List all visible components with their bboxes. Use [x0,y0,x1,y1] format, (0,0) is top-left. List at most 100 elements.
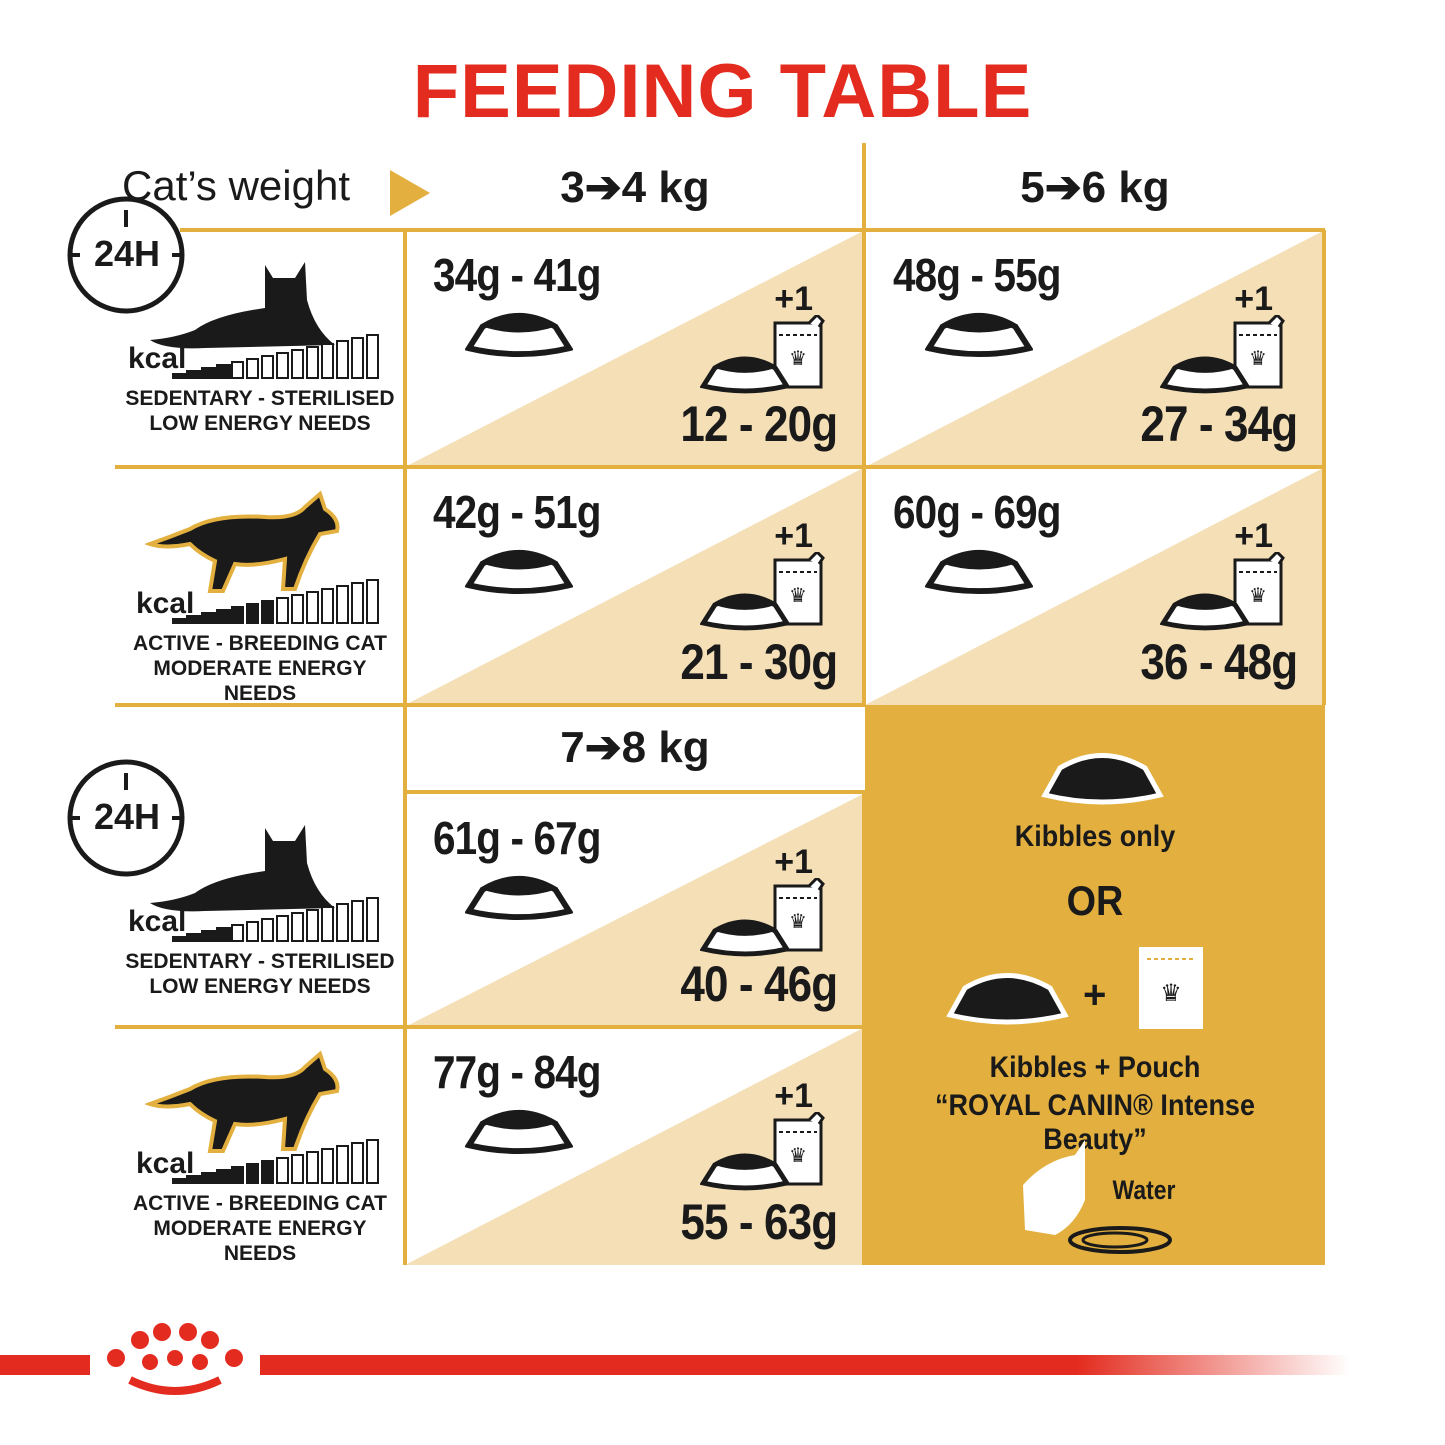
profile-line2: MODERATE ENERGY NEEDS [153,1217,367,1265]
bowl-icon [924,312,1034,357]
svg-text:♛: ♛ [789,585,807,607]
walking-cat-icon [145,1050,340,1153]
clock-24h-label: 24H [93,796,161,837]
bowl-icon [699,1153,791,1191]
divider [115,465,1325,469]
water-cat-icon [1023,1140,1172,1254]
divider [405,790,865,794]
divider [862,793,866,1265]
arrow-right-icon [390,170,430,216]
kibbles-only-amount: 42g - 51g [433,486,601,538]
kibbles-with-pouch-amount: 21 - 30g [680,634,838,690]
cats-weight-label: Cat’s weight [122,162,351,209]
plus-one-pouch: +1 [1234,517,1273,555]
pouch-icon: ♛ [1139,947,1203,1029]
mixed-feeding-triangle [405,793,865,1027]
kibbles-with-pouch-amount: 40 - 46g [680,956,838,1012]
svg-text:♛: ♛ [1249,348,1267,370]
royal-canin-crown-logo [107,1323,243,1395]
kibbles-only-amount: 34g - 41g [433,249,601,301]
bowl-icon [699,593,791,631]
legend-panel: Kibbles only OR + ♛ Kibbles + Pouch “ROY… [865,705,1325,1265]
mixed-feeding-triangle [405,1027,865,1265]
divider [862,230,866,705]
lying-cat-icon [150,262,335,349]
footer-line-right [260,1355,1350,1375]
bowl-icon [699,356,791,394]
svg-text:♛: ♛ [789,1145,807,1167]
svg-text:♛: ♛ [1160,980,1182,1007]
kcal-label: kcal [136,587,195,620]
bowl-icon [699,919,791,957]
pouch-icon: ♛ [773,875,825,952]
walking-cat-icon [145,490,340,593]
mixed-feeding-triangle [865,230,1325,467]
profile-line2: LOW ENERGY NEEDS [149,975,371,998]
weight-header-3-4: 3➔4 kg [560,163,710,212]
mixed-feeding-triangle [405,467,865,705]
svg-text:♛: ♛ [789,911,807,933]
mixed-feeding-triangle [865,467,1325,705]
kibbles-only-amount: 60g - 69g [893,486,1061,538]
kibbles-only-amount: 61g - 67g [433,812,601,864]
feeding-cell: 60g - 69g +1 ♛ 36 - 48g [865,467,1325,705]
plus-one-pouch: +1 [774,843,813,881]
plus-label: + [1083,973,1107,1017]
bowl-icon [464,875,574,920]
lying-cat-icon [150,825,335,912]
feeding-cell: 77g - 84g +1 ♛ 55 - 63g [405,1027,865,1265]
bowl-icon [1159,356,1251,394]
water-label: Water [1112,1175,1176,1205]
weight-header-5-6: 5➔6 kg [1020,163,1170,212]
product-label: “ROYAL CANIN® Intense Beauty” [935,1089,1255,1156]
or-label: OR [1066,877,1124,924]
feeding-cell: 61g - 67g +1 ♛ 40 - 46g [405,793,865,1027]
plus-one-pouch: +1 [774,1077,813,1115]
profile-line1: ACTIVE - BREEDING CAT [133,632,387,655]
kibbles-only-amount: 77g - 84g [433,1046,601,1098]
profile-line2: LOW ENERGY NEEDS [149,412,371,435]
energy-scale-icon [172,897,379,942]
mixed-feeding-triangle [405,230,865,467]
kibbles-with-pouch-amount: 55 - 63g [680,1194,838,1250]
kibbles-only-amount: 48g - 55g [893,249,1061,301]
kibbles-with-pouch-amount: 12 - 20g [680,396,838,452]
divider [180,228,1325,232]
svg-text:♛: ♛ [1249,585,1267,607]
clock-24h-label: 24H [93,233,161,274]
clock-24h-icon [67,196,185,314]
energy-scale-icon [172,1139,379,1184]
clock-24h-icon [67,759,185,877]
plus-one-pouch: +1 [774,517,813,555]
kcal-label: kcal [136,1147,195,1180]
bowl-icon [464,549,574,594]
pouch-icon: ♛ [1233,549,1285,626]
footer-line-left [0,1355,90,1375]
bowl-icon [1041,753,1164,805]
kibbles-with-pouch-amount: 27 - 34g [1140,396,1298,452]
divider [862,143,866,230]
energy-scale-icon [172,579,379,624]
bowl-icon [1159,593,1251,631]
page-title: FEEDING TABLE [412,49,1033,134]
divider [1322,230,1326,705]
feeding-cell: 42g - 51g +1 ♛ 21 - 30g [405,467,865,705]
divider [403,230,407,1265]
kibbles-with-pouch-amount: 36 - 48g [1140,634,1298,690]
profile-line2: MODERATE ENERGY NEEDS [153,657,367,705]
profile-line1: ACTIVE - BREEDING CAT [133,1192,387,1215]
kibbles-only-label: Kibbles only [1014,820,1176,853]
energy-scale-icon [172,334,379,379]
kcal-label: kcal [128,905,187,938]
feeding-cell: 34g - 41g +1 ♛ 12 - 20g [405,230,865,467]
profile-line1: SEDENTARY - STERILISED [125,950,395,973]
weight-header-7-8: 7➔8 kg [560,723,710,772]
bowl-icon [464,312,574,357]
svg-text:♛: ♛ [789,348,807,370]
plus-one-pouch: +1 [1234,280,1273,318]
kcal-label: kcal [128,342,187,375]
feeding-cell: 48g - 55g +1 ♛ 27 - 34g [865,230,1325,467]
bowl-icon [946,973,1069,1025]
divider [115,1025,865,1029]
bowl-icon [924,549,1034,594]
